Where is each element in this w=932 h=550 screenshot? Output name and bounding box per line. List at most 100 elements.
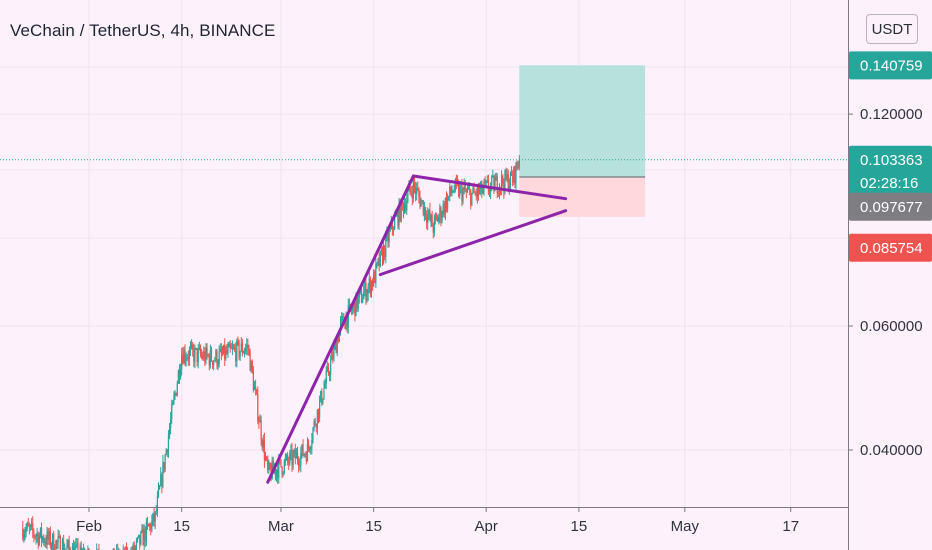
candle-body bbox=[348, 304, 350, 306]
candle-body bbox=[294, 449, 296, 459]
position-zones[interactable] bbox=[0, 65, 848, 217]
candle-body bbox=[156, 496, 159, 512]
candle-body bbox=[231, 347, 234, 349]
candle-body bbox=[227, 347, 229, 354]
candle-body bbox=[352, 306, 354, 311]
candle-body bbox=[335, 341, 337, 354]
candle-body bbox=[31, 523, 33, 526]
candle-body bbox=[288, 460, 290, 464]
candle-body bbox=[261, 439, 263, 448]
y-tick-label: 0.040000 bbox=[860, 442, 923, 459]
candle-body bbox=[424, 207, 427, 218]
candle-body bbox=[314, 420, 316, 426]
candle-body bbox=[515, 162, 517, 184]
candle-body bbox=[350, 309, 353, 311]
candle-body bbox=[464, 185, 466, 191]
candle-body bbox=[43, 536, 45, 543]
currency-button[interactable]: USDT bbox=[866, 14, 918, 44]
candle-body bbox=[48, 531, 50, 540]
candle-body bbox=[391, 221, 394, 229]
candle-body bbox=[194, 348, 196, 362]
candle-body bbox=[173, 396, 175, 402]
price-tags: 0.140759 0.103363 02:28:16 0.097677 0.085754 bbox=[849, 51, 932, 262]
candle-body bbox=[307, 443, 310, 448]
candle-body bbox=[178, 370, 181, 378]
candle-body bbox=[454, 179, 456, 191]
candle-body bbox=[497, 193, 499, 195]
candle-body bbox=[58, 536, 60, 538]
candle-body bbox=[443, 204, 445, 214]
candle-body bbox=[413, 179, 416, 188]
candle-body bbox=[313, 420, 315, 429]
candle-body bbox=[221, 353, 224, 355]
candle-body bbox=[378, 258, 380, 267]
candle-body bbox=[234, 348, 236, 350]
candle-body bbox=[144, 528, 146, 542]
candle-body bbox=[467, 188, 470, 190]
candle-body bbox=[341, 316, 343, 321]
candle-body bbox=[151, 520, 153, 531]
candle-body bbox=[305, 454, 307, 462]
candle-body bbox=[264, 457, 267, 461]
candle-body bbox=[496, 176, 498, 194]
candle-body bbox=[449, 186, 451, 196]
candle-body bbox=[472, 187, 474, 193]
candle-body bbox=[357, 297, 359, 309]
candle-body bbox=[215, 350, 217, 361]
candle-body bbox=[360, 289, 363, 303]
candle-body bbox=[238, 341, 240, 357]
candle-body bbox=[248, 347, 250, 352]
candle-body bbox=[224, 344, 226, 360]
candle-body bbox=[49, 531, 51, 547]
candle-body bbox=[198, 347, 200, 349]
candle-body bbox=[40, 527, 43, 541]
candle-body bbox=[502, 175, 504, 184]
candle-body bbox=[139, 534, 141, 545]
candle-body bbox=[243, 351, 246, 353]
candle-body bbox=[292, 454, 294, 465]
candle-body bbox=[388, 230, 390, 243]
candle-body bbox=[301, 444, 303, 453]
candle-body bbox=[356, 293, 358, 309]
candle-body bbox=[258, 420, 260, 423]
candle-body bbox=[152, 513, 154, 521]
candle-body bbox=[423, 207, 426, 215]
candle-body bbox=[269, 462, 271, 470]
candle-body bbox=[193, 350, 195, 362]
candle-body bbox=[426, 217, 428, 223]
candle-body bbox=[410, 191, 412, 193]
candle-body bbox=[245, 347, 247, 352]
candle-body bbox=[163, 462, 165, 470]
candle-body bbox=[485, 180, 487, 184]
candle-body bbox=[230, 348, 232, 350]
candle-body bbox=[242, 352, 245, 354]
candle-body bbox=[444, 198, 446, 214]
candle-body bbox=[214, 360, 216, 362]
candle-body bbox=[376, 262, 378, 264]
candle-body bbox=[516, 162, 518, 168]
candle-body bbox=[282, 472, 284, 475]
candle-body bbox=[459, 185, 461, 196]
candle-body bbox=[217, 363, 219, 366]
candle-body bbox=[461, 185, 463, 202]
candle-body bbox=[57, 536, 59, 543]
candle-body bbox=[229, 343, 231, 349]
candle-body bbox=[63, 541, 65, 550]
candle-body bbox=[161, 474, 163, 487]
candle-body bbox=[367, 286, 369, 294]
candle-body bbox=[67, 540, 69, 546]
candle-body bbox=[438, 216, 440, 222]
candle-body bbox=[268, 462, 270, 470]
candle-body bbox=[249, 351, 251, 371]
candle-body bbox=[427, 214, 429, 223]
candle-body bbox=[381, 249, 384, 263]
candle-body bbox=[206, 347, 208, 355]
candle-body bbox=[149, 524, 151, 527]
candle-body bbox=[183, 349, 185, 364]
candle-body bbox=[430, 214, 432, 220]
trendlines[interactable] bbox=[266, 174, 568, 484]
candle-body bbox=[363, 291, 365, 300]
candle-body bbox=[291, 449, 293, 465]
last-price-tag bbox=[849, 145, 932, 196]
